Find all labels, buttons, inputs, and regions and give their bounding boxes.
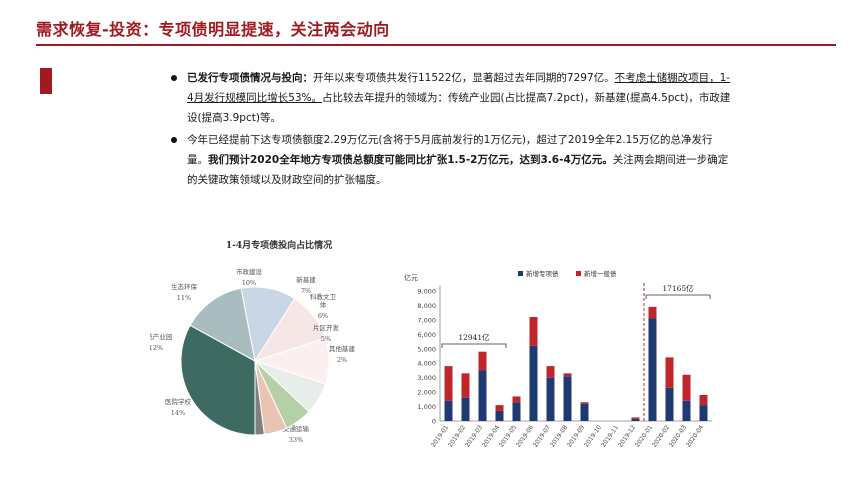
y-tick-label: 8,000 — [417, 302, 436, 310]
bar-segment — [682, 374, 691, 401]
legend-label: 新增一般债 — [584, 269, 617, 278]
pie-slice-percent: 2% — [337, 356, 347, 364]
bullet-text: 今年已经提前下达专项债额度2.29万亿元(含将于5月底前发行的1万亿元)，超过了… — [187, 134, 713, 166]
pie-slice-percent: 11% — [177, 294, 191, 302]
bracket — [645, 294, 711, 299]
pie-slice-percent: 6% — [318, 312, 328, 320]
pie-slice-label: 其他基建 — [329, 344, 356, 353]
bullet-underline-text: 不考虑土储棚改项目，1-4月发行规模同比增长53%。 — [187, 72, 731, 104]
bar-segment — [699, 405, 708, 421]
bar-segment — [512, 402, 521, 421]
bullet-text: 关注两会期间进一步确定的关键政策领域以及财政空间的扩张幅度。 — [187, 154, 729, 186]
page-title: 需求恢复-投资：专项债明显提速，关注两会动向 — [36, 20, 390, 39]
bar-segment — [631, 417, 640, 419]
bar-segment — [478, 351, 487, 371]
pie-chart-svg: 交通运输 33% 医院学校 14% 传统产业园 12% 生态环保 11% 市政建设 10% 新基建 7… — [150, 267, 356, 444]
legend-swatch — [576, 271, 581, 276]
legend-swatch — [518, 271, 523, 276]
bullet-lead: 已发行专项债情况与投向： — [187, 72, 313, 84]
bar-segment — [682, 400, 691, 421]
bullet-list: 已发行专项债情况与投向：开年以来专项债共发行11522亿，显著超过去年同期的72… — [171, 68, 731, 190]
bullet-dot-icon — [171, 137, 177, 143]
bar-segment — [444, 400, 453, 421]
pie-slice — [189, 287, 256, 362]
title-bar: 需求恢复-投资：专项债明显提速，关注两会动向 — [36, 6, 836, 48]
bar-segment — [546, 366, 555, 378]
bar-segment — [512, 396, 521, 403]
bullet-quota: 今年已经提前下达专项债额度2.29万亿元(含将于5月底前发行的1万亿元)，超过了… — [171, 130, 731, 190]
bar-chart: 亿元 0 1,000 2,000 3,000 4,000 5,000 6,000 7,000 8,… — [400, 266, 720, 461]
section-marker — [40, 68, 52, 94]
pie-slice-label: 生态环保 — [171, 282, 198, 291]
bar-segment — [478, 370, 487, 421]
bar-segment — [563, 376, 572, 421]
y-tick-label: 0 — [432, 418, 436, 426]
y-tick-label: 1,000 — [417, 403, 436, 411]
bar-segment — [665, 387, 674, 421]
bar-segment — [648, 318, 657, 421]
bar-segment — [563, 373, 572, 377]
bar-chart-svg: 亿元 0 1,000 2,000 3,000 4,000 5,000 6,000 7,000 8,… — [404, 269, 712, 449]
bar-segment — [444, 366, 453, 401]
bar-segment — [546, 377, 555, 421]
pie-slice-label: 市政建设 — [236, 267, 263, 276]
pie-slice-label: 新基建 — [296, 275, 316, 284]
bullet-issuance: 已发行专项债情况与投向：开年以来专项债共发行11522亿，显著超过去年同期的72… — [171, 68, 731, 128]
bar-segment — [495, 405, 504, 411]
y-tick-label: 2,000 — [417, 389, 436, 397]
bracket — [441, 343, 507, 348]
pie-slice-label: 交通运输 — [283, 424, 310, 433]
y-tick-label: 5,000 — [417, 345, 436, 353]
bar-segment — [648, 306, 657, 319]
bullet-bold-text: 我们预计2020全年地方专项债总额度可能同比扩张1.5-2万亿元，达到3.6-4… — [208, 154, 613, 166]
y-tick-label: 4,000 — [417, 360, 436, 368]
pie-slice-percent: 14% — [171, 409, 185, 417]
pie-slice-percent: 33% — [289, 436, 303, 444]
bracket-label: 17165亿 — [662, 283, 694, 293]
pie-slice-percent: 10% — [242, 279, 256, 287]
bar-segment — [580, 402, 589, 404]
bracket-label: 12941亿 — [458, 332, 490, 342]
pie-slice-label: 传统产业园 — [150, 332, 172, 341]
y-tick-label: 7,000 — [417, 316, 436, 324]
y-tick-label: 6,000 — [417, 331, 436, 339]
bullet-text: 占比较去年提升的领域为：传统产业园(占比提高7.2pct)，新基建(提高4.5p… — [187, 92, 731, 124]
pie-slice-percent: 5% — [321, 335, 331, 343]
bar-segment — [665, 357, 674, 388]
bar-segment — [631, 418, 640, 421]
bar-segment — [461, 373, 470, 398]
pie-slice-label: 医院学校 — [165, 397, 192, 406]
pie-slice — [254, 360, 265, 436]
pie-slice — [180, 324, 256, 436]
bar-segment — [580, 403, 589, 421]
legend-label: 新增专项债 — [526, 269, 559, 278]
pie-slice-label: 片区开发 — [313, 323, 340, 332]
bullet-text: 开年以来专项债共发行11522亿，显著超过去年同期的7297亿。 — [313, 72, 615, 84]
title-divider — [36, 44, 836, 46]
pie-slice-label: 科教文卫体 — [310, 292, 337, 309]
y-axis-unit: 亿元 — [404, 273, 418, 282]
bar-segment — [529, 317, 538, 346]
pie-chart-title: 1-4月专项债投向占比情况 — [225, 241, 333, 251]
bullet-dot-icon — [171, 75, 177, 81]
bar-segment — [699, 395, 708, 406]
y-tick-label: 3,000 — [417, 374, 436, 382]
bar-segment — [529, 345, 538, 421]
bar-segment — [461, 397, 470, 421]
y-tick-label: 9,000 — [417, 288, 436, 296]
bar-segment — [495, 410, 504, 421]
pie-slice-percent: 7% — [301, 287, 311, 295]
pie-chart: 1-4月专项债投向占比情况 交通运输 33% 医院学校 14% 传统产业园 12% 生态环保… — [150, 238, 408, 464]
pie-slice-percent: 12% — [150, 344, 163, 352]
x-tick-label: 2020-04 — [685, 424, 705, 449]
